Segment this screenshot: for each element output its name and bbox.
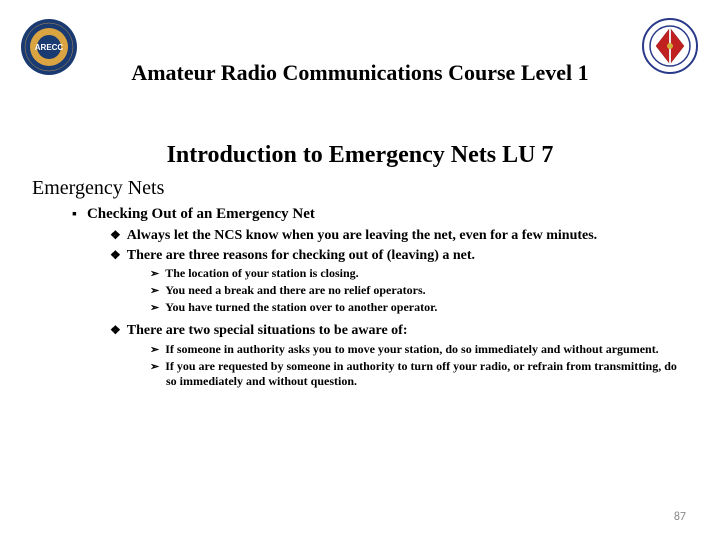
lesson-title: Introduction to Emergency Nets LU 7 <box>0 142 720 169</box>
bullet-diamond: Always let the NCS know when you are lea… <box>110 227 688 245</box>
bullet-arrow: You have turned the station over to anot… <box>150 300 688 316</box>
bullet-arrow: If someone in authority asks you to move… <box>150 342 688 358</box>
arecc-logo-icon: ARECC <box>20 18 78 76</box>
slide-header: ARECC Amateur Radio Communications Cours… <box>0 0 720 86</box>
page-number: 87 <box>674 510 686 524</box>
bullet-diamond: There are two special situations to be a… <box>110 322 688 340</box>
ares-logo-icon <box>642 18 698 74</box>
svg-text:ARECC: ARECC <box>35 43 64 52</box>
course-title: Amateur Radio Communications Course Leve… <box>30 60 690 86</box>
section-heading: Emergency Nets <box>32 177 720 200</box>
bullet-arrow: If you are requested by someone in autho… <box>150 359 688 390</box>
bullet-arrow: The location of your station is closing. <box>150 266 688 282</box>
bullet-square: Checking Out of an Emergency Net <box>72 206 688 223</box>
bullet-diamond: There are three reasons for checking out… <box>110 247 688 265</box>
bullet-arrow: You need a break and there are no relief… <box>150 283 688 299</box>
slide-content: Checking Out of an Emergency Net Always … <box>0 206 720 389</box>
